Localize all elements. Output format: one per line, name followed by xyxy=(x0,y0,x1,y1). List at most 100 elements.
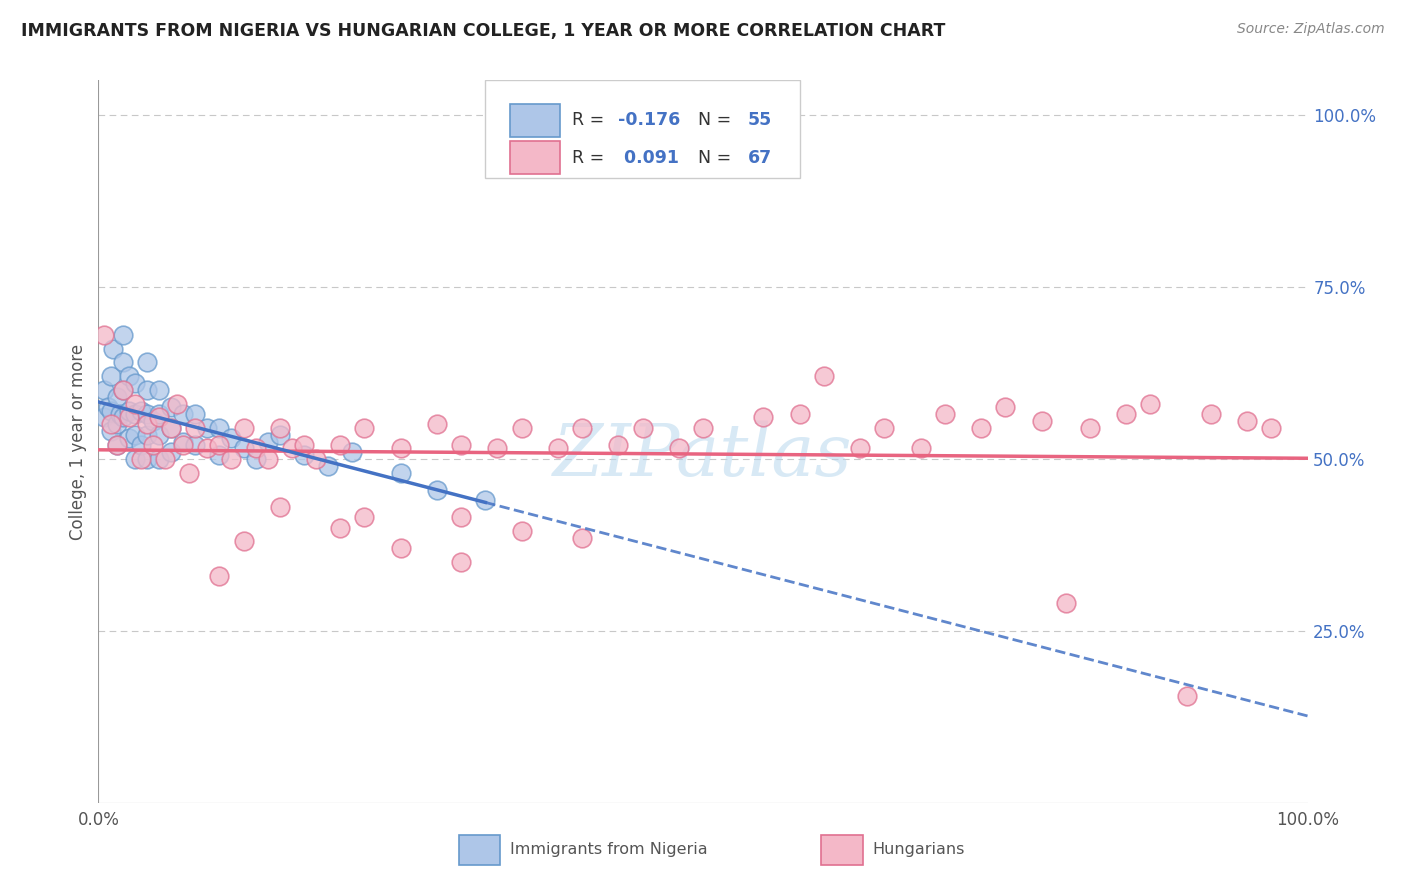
Point xyxy=(160,421,183,435)
Point xyxy=(100,424,122,438)
Point xyxy=(118,403,141,417)
Point xyxy=(124,451,146,466)
Point xyxy=(148,427,170,442)
Point xyxy=(994,400,1017,414)
Point xyxy=(160,445,183,459)
Point xyxy=(607,438,630,452)
Text: 0.091: 0.091 xyxy=(619,149,679,167)
Text: Immigrants from Nigeria: Immigrants from Nigeria xyxy=(509,842,707,857)
Point xyxy=(873,421,896,435)
Point xyxy=(450,555,472,569)
Point xyxy=(547,442,569,456)
Point xyxy=(389,541,412,556)
Point xyxy=(292,448,315,462)
Point xyxy=(100,403,122,417)
Point xyxy=(1054,596,1077,610)
Point xyxy=(232,534,254,549)
Text: IMMIGRANTS FROM NIGERIA VS HUNGARIAN COLLEGE, 1 YEAR OR MORE CORRELATION CHART: IMMIGRANTS FROM NIGERIA VS HUNGARIAN COL… xyxy=(21,22,945,40)
Point xyxy=(571,531,593,545)
Point xyxy=(269,427,291,442)
Point xyxy=(111,355,134,369)
Point xyxy=(135,417,157,432)
Point xyxy=(316,458,339,473)
Point xyxy=(342,445,364,459)
Point xyxy=(148,383,170,397)
Point xyxy=(195,442,218,456)
FancyBboxPatch shape xyxy=(509,141,561,174)
Point xyxy=(329,520,352,534)
Point xyxy=(1078,421,1101,435)
Point xyxy=(172,434,194,449)
Point xyxy=(571,421,593,435)
Point xyxy=(135,451,157,466)
Point xyxy=(450,510,472,524)
Point xyxy=(129,451,152,466)
Point xyxy=(153,451,176,466)
Point xyxy=(179,466,201,480)
Point xyxy=(118,410,141,425)
Point xyxy=(426,417,449,432)
Point xyxy=(93,327,115,342)
Point xyxy=(692,421,714,435)
Point xyxy=(232,442,254,456)
Point xyxy=(124,397,146,411)
Point xyxy=(486,442,509,456)
Text: Source: ZipAtlas.com: Source: ZipAtlas.com xyxy=(1237,22,1385,37)
Point xyxy=(208,438,231,452)
Point xyxy=(208,448,231,462)
Point xyxy=(105,417,128,432)
FancyBboxPatch shape xyxy=(509,103,561,137)
Text: R =: R = xyxy=(572,112,610,129)
Point xyxy=(1199,407,1222,421)
Point xyxy=(148,410,170,425)
Text: Hungarians: Hungarians xyxy=(872,842,965,857)
Point xyxy=(934,407,956,421)
Point xyxy=(221,431,243,445)
Point xyxy=(172,438,194,452)
Text: N =: N = xyxy=(688,149,737,167)
Point xyxy=(910,442,932,456)
Point xyxy=(105,438,128,452)
FancyBboxPatch shape xyxy=(458,835,501,865)
Point xyxy=(93,410,115,425)
Point xyxy=(1260,421,1282,435)
Point xyxy=(172,407,194,421)
Text: 67: 67 xyxy=(748,149,772,167)
Text: N =: N = xyxy=(688,112,737,129)
Point xyxy=(97,400,120,414)
FancyBboxPatch shape xyxy=(485,80,800,178)
Point xyxy=(510,524,533,538)
Point xyxy=(208,568,231,582)
Point xyxy=(195,421,218,435)
Point xyxy=(245,451,267,466)
Point xyxy=(668,442,690,456)
Point xyxy=(269,500,291,514)
Point xyxy=(135,427,157,442)
Text: -0.176: -0.176 xyxy=(619,112,681,129)
Point xyxy=(184,421,207,435)
Point xyxy=(118,431,141,445)
Point xyxy=(849,442,872,456)
Point xyxy=(100,417,122,432)
Point xyxy=(111,327,134,342)
Point xyxy=(105,438,128,452)
Point xyxy=(105,390,128,404)
Point xyxy=(389,466,412,480)
Point xyxy=(813,369,835,384)
Point xyxy=(111,383,134,397)
Point xyxy=(111,383,134,397)
Point xyxy=(1139,397,1161,411)
Point xyxy=(1175,689,1198,703)
Point xyxy=(450,438,472,452)
Text: ZIPatlas: ZIPatlas xyxy=(553,421,853,491)
Point xyxy=(256,451,278,466)
Y-axis label: College, 1 year or more: College, 1 year or more xyxy=(69,343,87,540)
Point xyxy=(160,400,183,414)
Point xyxy=(389,442,412,456)
Point xyxy=(135,355,157,369)
Point xyxy=(142,414,165,428)
Point xyxy=(124,376,146,390)
Point xyxy=(474,493,496,508)
Point xyxy=(256,434,278,449)
Point xyxy=(124,407,146,421)
